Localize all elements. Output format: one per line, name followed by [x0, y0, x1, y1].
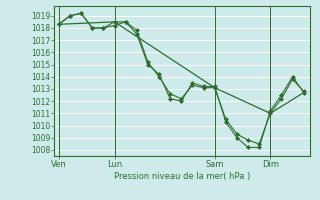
X-axis label: Pression niveau de la mer( hPa ): Pression niveau de la mer( hPa )	[114, 172, 251, 181]
